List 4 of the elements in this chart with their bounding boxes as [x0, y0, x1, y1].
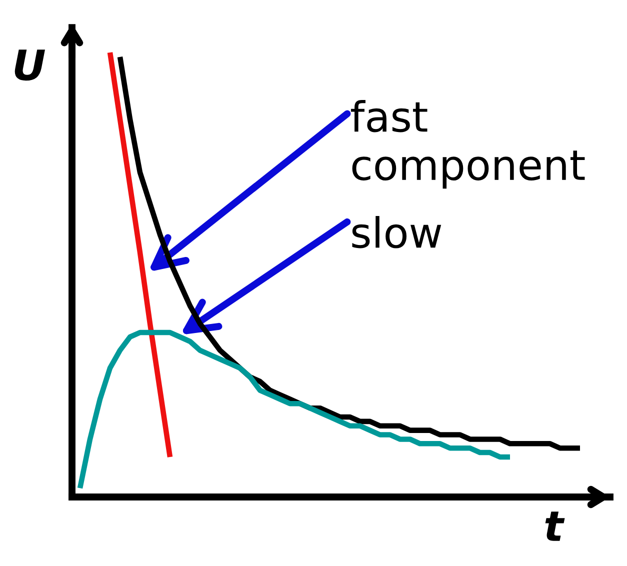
annotation: slow — [352, 216, 442, 248]
x-axis-title: t — [545, 512, 565, 541]
annotation: fast component — [350, 100, 585, 189]
y-axis-title: U — [14, 50, 46, 81]
